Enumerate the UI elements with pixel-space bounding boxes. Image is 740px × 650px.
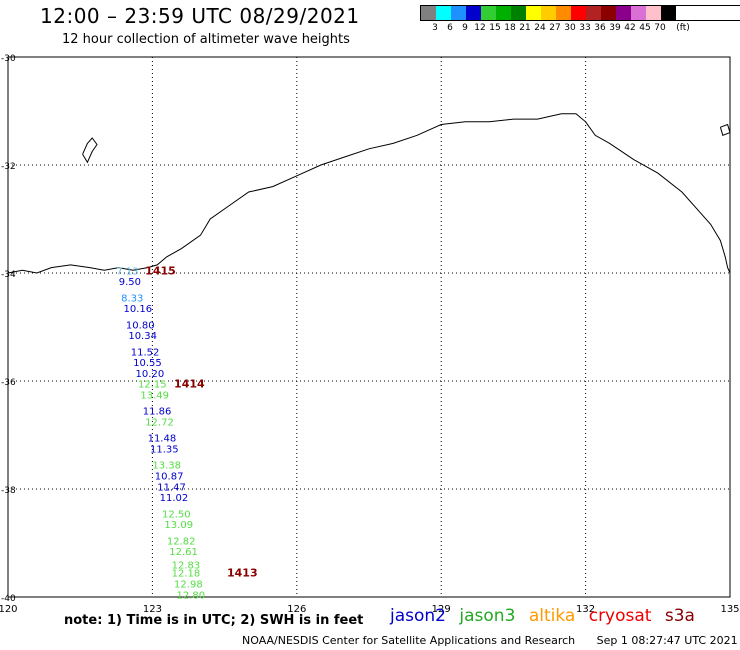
swh-point-label: 10.80 xyxy=(126,320,155,331)
swh-point-label: 12.80 xyxy=(176,590,205,601)
color-swatch xyxy=(466,6,481,20)
color-scale-label: 39 xyxy=(609,23,621,33)
color-scale-label: 30 xyxy=(564,23,576,33)
satellite-label-jason2: jason2 xyxy=(390,606,446,626)
color-scale-labels: 3 6 9 12 15 18 21 24 27 30 33 36 39 42 45 70 (ft) xyxy=(420,21,740,35)
color-swatch xyxy=(631,6,646,20)
color-swatch xyxy=(571,6,586,20)
satellite-legend: jason2 jason3 altika cryosat s3a xyxy=(390,606,703,626)
color-swatch xyxy=(421,6,436,20)
swh-point-label: 10.34 xyxy=(128,331,157,342)
swh-point-label: 12.50 xyxy=(162,509,191,520)
color-swatch xyxy=(556,6,571,20)
color-scale-label: 27 xyxy=(549,23,561,33)
chart-subtitle: 12 hour collection of altimeter wave hei… xyxy=(62,32,350,47)
satellite-label-s3a: s3a xyxy=(664,606,695,626)
swh-point-label: 10.20 xyxy=(136,369,165,380)
swh-point-label: 7.13 xyxy=(116,266,138,277)
island-outline xyxy=(82,137,98,164)
color-swatch xyxy=(481,6,496,20)
color-scale-bar xyxy=(420,5,740,21)
color-scale-label: 45 xyxy=(639,23,651,33)
pass-time-label: 1414 xyxy=(174,378,205,391)
swh-point-label: 10.16 xyxy=(124,304,153,315)
swh-point-label: 9.50 xyxy=(119,277,141,288)
satellite-label-cryosat: cryosat xyxy=(588,606,652,626)
swh-point-label: 12.82 xyxy=(167,536,196,547)
y-tick-label: -38 xyxy=(1,486,16,496)
swh-point-label: 13.38 xyxy=(152,461,181,472)
color-scale-label: (ft) xyxy=(676,23,690,33)
color-swatch xyxy=(511,6,526,20)
island-outline xyxy=(719,123,731,136)
color-scale-label: 9 xyxy=(462,23,468,33)
footer-credit: NOAA/NESDIS Center for Satellite Applica… xyxy=(242,634,738,647)
color-swatch xyxy=(451,6,466,20)
credit-timestamp: Sep 1 08:27:47 UTC 2021 xyxy=(596,634,738,647)
swh-point-label: 11.02 xyxy=(160,493,189,504)
swh-point-label: 8.33 xyxy=(121,293,143,304)
y-tick-label: -30 xyxy=(1,54,16,64)
swh-point-label: 11.52 xyxy=(131,347,160,358)
satellite-label-jason3: jason3 xyxy=(459,606,516,626)
x-tick-label: 135 xyxy=(720,604,739,615)
color-swatch xyxy=(661,6,676,20)
color-scale-label: 33 xyxy=(579,23,591,33)
x-tick-label: 120 xyxy=(0,604,18,615)
color-scale-label: 21 xyxy=(519,23,531,33)
x-tick-label: 132 xyxy=(576,604,595,615)
y-tick-label: -40 xyxy=(1,594,16,604)
color-swatch xyxy=(496,6,511,20)
x-tick-label: 123 xyxy=(143,604,162,615)
color-swatch xyxy=(586,6,601,20)
swh-point-label: 11.86 xyxy=(143,407,172,418)
color-scale-label: 42 xyxy=(624,23,636,33)
coastline xyxy=(7,113,731,274)
y-tick-label: -36 xyxy=(1,378,16,388)
color-scale-label: 6 xyxy=(447,23,453,33)
color-swatch xyxy=(526,6,541,20)
color-scale-legend: 3 6 9 12 15 18 21 24 27 30 33 36 39 42 45 70 (ft) xyxy=(420,5,740,35)
satellite-label-altika: altika xyxy=(528,606,576,626)
pass-time-label: 1415 xyxy=(145,264,176,277)
x-tick-label: 129 xyxy=(432,604,451,615)
swh-point-label: 12.61 xyxy=(169,547,198,558)
y-tick-label: -34 xyxy=(1,270,16,280)
color-scale-label: 70 xyxy=(654,23,666,33)
color-swatch xyxy=(541,6,556,20)
color-swatch xyxy=(601,6,616,20)
swh-point-label: 12.83 xyxy=(172,561,201,572)
plot-frame xyxy=(7,56,731,598)
swh-point-label: 12.98 xyxy=(174,580,203,591)
color-scale-label: 15 xyxy=(489,23,501,33)
color-swatch xyxy=(436,6,451,20)
y-tick-label: -32 xyxy=(1,162,16,172)
swh-point-label: 10.87 xyxy=(155,472,184,483)
credit-text: NOAA/NESDIS Center for Satellite Applica… xyxy=(242,634,576,647)
swh-point-label: 13.49 xyxy=(140,391,169,402)
swh-point-label: 10.55 xyxy=(133,358,162,369)
color-scale-label: 36 xyxy=(594,23,606,33)
footer-note: note: 1) Time is in UTC; 2) SWH is in fe… xyxy=(64,613,364,628)
swh-point-label: 11.47 xyxy=(157,482,186,493)
pass-time-label: 1413 xyxy=(227,567,258,580)
swh-point-label: 11.35 xyxy=(150,445,179,456)
chart-title: 12:00 – 23:59 UTC 08/29/2021 xyxy=(40,4,360,28)
color-swatch xyxy=(616,6,631,20)
color-scale-label: 18 xyxy=(504,23,516,33)
swh-point-label: 13.09 xyxy=(164,520,193,531)
swh-point-label: 12.72 xyxy=(145,418,174,429)
color-scale-label: 12 xyxy=(474,23,486,33)
swh-point-label: 12.18 xyxy=(172,569,201,580)
x-tick-label: 126 xyxy=(287,604,306,615)
color-scale-label: 3 xyxy=(432,23,438,33)
swh-point-label: 11.48 xyxy=(148,434,177,445)
color-swatch xyxy=(646,6,661,20)
color-scale-label: 24 xyxy=(534,23,546,33)
swh-point-label: 12.15 xyxy=(138,380,167,391)
